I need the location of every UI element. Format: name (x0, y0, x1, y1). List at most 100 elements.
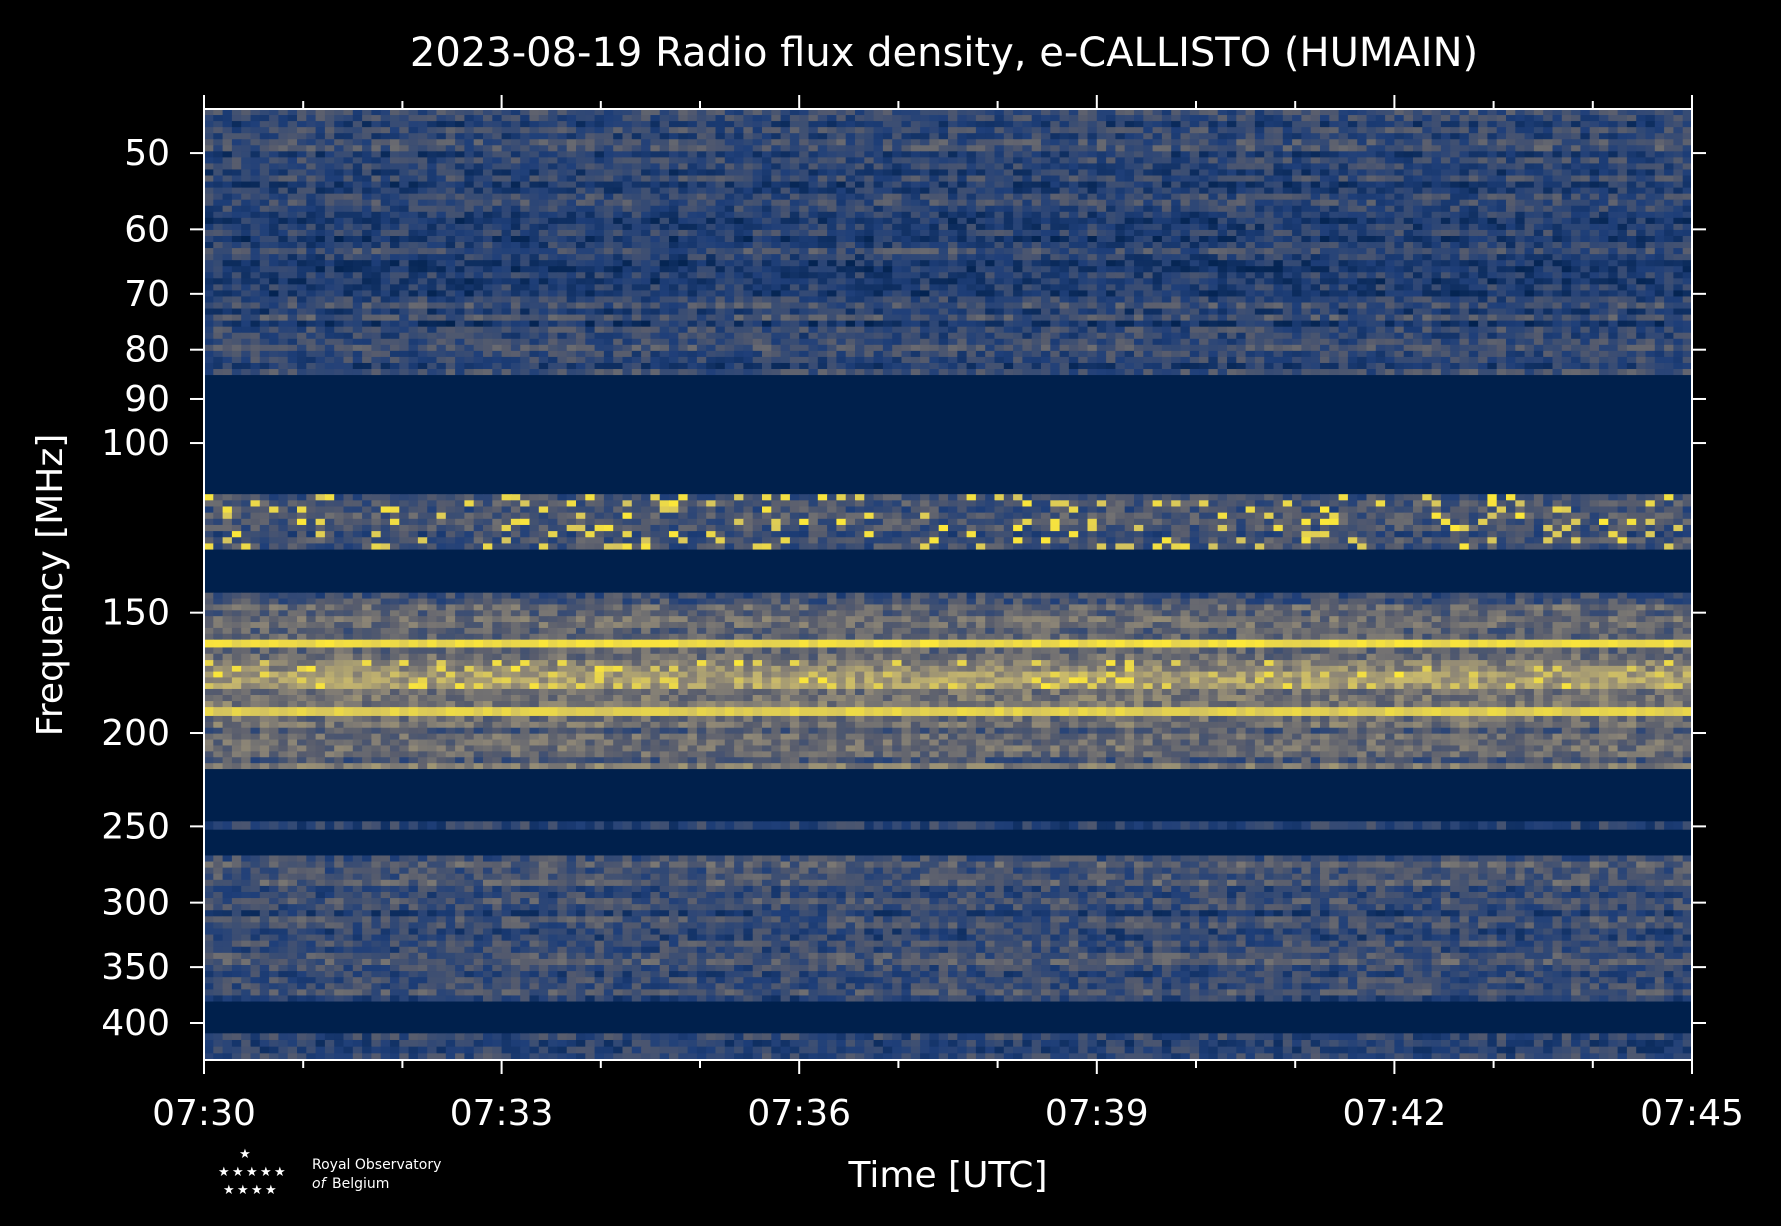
band-cell (799, 193, 810, 201)
band-cell (789, 187, 800, 195)
band-cell (287, 242, 298, 249)
band-cell (1543, 151, 1554, 158)
band-cell (817, 254, 828, 261)
band-cell (1264, 145, 1275, 152)
band-cell (250, 139, 261, 146)
band-cell (1041, 217, 1051, 225)
band-cell (1041, 211, 1051, 219)
band-cell (529, 242, 540, 249)
band-cell (380, 127, 391, 134)
band-cell (845, 266, 856, 273)
band-cell (557, 254, 568, 261)
band-cell (1626, 139, 1637, 146)
band-cell (1413, 248, 1423, 255)
band-cell (297, 169, 307, 177)
band-cell (1106, 181, 1116, 189)
band-cell (1115, 187, 1126, 195)
band-cell (1301, 260, 1312, 267)
band-cell (799, 157, 810, 165)
band-cell (808, 242, 819, 249)
band-cell (1599, 235, 1609, 243)
band-cell (808, 205, 819, 213)
band-cell (938, 139, 949, 146)
band-cell (975, 187, 986, 195)
band-cell (855, 115, 865, 122)
band-cell (362, 296, 372, 304)
band-cell (706, 193, 717, 201)
band-cell (473, 175, 484, 183)
band-cell (1338, 260, 1349, 267)
band-cell (1357, 175, 1368, 183)
band-cell (994, 205, 1005, 213)
band-cell (1450, 284, 1461, 292)
band-cell (455, 199, 465, 207)
band-cell (204, 199, 214, 207)
band-cell (1068, 254, 1079, 261)
band-cell (1468, 235, 1479, 243)
band-cell (287, 254, 298, 261)
band-cell (1031, 290, 1042, 298)
band-cell (696, 127, 707, 134)
band-cell (483, 254, 493, 261)
band-cell (1385, 290, 1395, 298)
band-cell (557, 151, 568, 158)
band-cell (1636, 266, 1647, 273)
band-cell (371, 229, 382, 237)
band-cell (259, 284, 270, 292)
band-cell (1031, 181, 1042, 189)
band-cell (585, 109, 596, 116)
band-cell (1106, 145, 1116, 152)
band-cell (417, 175, 428, 183)
band-cell (1301, 223, 1312, 231)
band-cell (287, 145, 298, 152)
band-cell (1189, 157, 1200, 165)
band-cell (483, 169, 493, 177)
band-cell (278, 254, 289, 261)
band-cell (445, 235, 456, 243)
band-cell (855, 260, 865, 267)
band-cell (390, 278, 400, 285)
band-cell (1264, 266, 1275, 273)
band-cell (687, 151, 698, 158)
band-cell (994, 127, 1005, 134)
band-cell (259, 254, 270, 261)
band-cell (1059, 211, 1070, 219)
band-cell (1059, 217, 1070, 225)
band-cell (1459, 193, 1470, 201)
band-cell (1515, 157, 1526, 165)
band-cell (613, 133, 624, 140)
band-cell (417, 157, 428, 165)
band-cell (510, 199, 521, 207)
band-cell (1506, 290, 1516, 298)
band-cell (204, 254, 214, 261)
band-cell (836, 169, 847, 177)
band-cell (1068, 235, 1079, 243)
band-cell (1515, 193, 1526, 201)
band-cell (1552, 205, 1563, 213)
band-cell (585, 205, 596, 213)
band-cell (1227, 211, 1237, 219)
band-cell (1422, 266, 1433, 273)
band-cell (1013, 169, 1023, 177)
band-cell (1264, 205, 1275, 213)
band-cell (315, 187, 326, 195)
band-cell (585, 175, 596, 183)
band-cell (1273, 193, 1284, 201)
band-cell (1245, 169, 1256, 177)
band-cell (259, 157, 270, 165)
band-cell (827, 254, 837, 261)
band-cell (985, 109, 996, 116)
band-cell (269, 145, 279, 152)
band-cell (352, 133, 363, 140)
band-cell (985, 193, 996, 201)
band-cell (1394, 121, 1405, 128)
band-cell (352, 223, 363, 231)
band-cell (1506, 151, 1516, 158)
band-cell (269, 115, 279, 122)
band-cell (687, 193, 698, 201)
band-cell (1068, 229, 1079, 237)
band-cell (696, 157, 707, 165)
band-cell (1106, 121, 1116, 128)
band-cell (529, 181, 540, 189)
band-cell (250, 169, 261, 177)
